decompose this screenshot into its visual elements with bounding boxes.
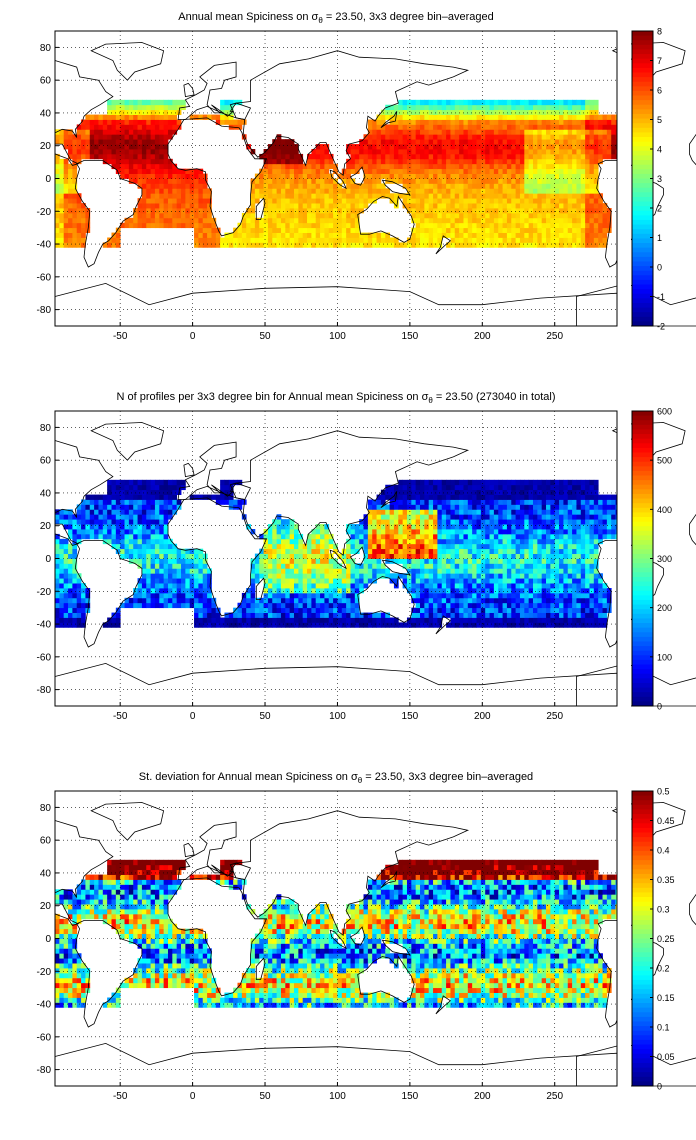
x-tick-label: 50: [259, 331, 271, 342]
x-tick-label: 50: [259, 1091, 271, 1102]
colorbar-tick-label: 500: [657, 456, 672, 466]
y-tick-label: 60: [40, 456, 52, 467]
colorbar-tick-label: 8: [657, 27, 662, 37]
y-tick-label: -80: [37, 1065, 52, 1076]
colorbar-tick-label: 0.05: [657, 1052, 675, 1062]
colorbar: 8 7 6 5 4 3 2 1 0 -1 -2: [631, 27, 665, 332]
y-tick-label: -80: [37, 685, 52, 696]
colorbar-tick-label: 0.4: [657, 846, 670, 856]
y-tick-label: -40: [37, 240, 52, 251]
colorbar-tick-label: 0.45: [657, 816, 675, 826]
grid-lines: [55, 31, 617, 326]
y-tick-label: -40: [37, 1000, 52, 1011]
colorbar-tick-label: 4: [657, 145, 662, 155]
x-tick-label: 50: [259, 711, 271, 722]
y-tick-label: 80: [40, 43, 52, 54]
x-tick-label: 250: [546, 711, 563, 722]
x-tick-label: 150: [402, 711, 419, 722]
colorbar-tick-label: 0.2: [657, 964, 670, 974]
y-tick-label: 40: [40, 108, 52, 119]
x-tick-label: 150: [402, 1091, 419, 1102]
grid-lines: [55, 791, 617, 1086]
x-tick-label: 100: [329, 711, 346, 722]
panel-title: St. deviation for Annual mean Spiciness …: [139, 771, 533, 785]
colorbar: 600 500 400 300 200 100 0: [631, 407, 672, 712]
x-tick-label: 150: [402, 331, 419, 342]
colorbar-tick-label: 400: [657, 505, 672, 515]
y-tick-label: -40: [37, 620, 52, 631]
colorbar-tick-label: -2: [657, 322, 665, 332]
colorbar-tick-label: 6: [657, 86, 662, 96]
y-tick-label: 20: [40, 901, 52, 912]
x-tick-label: 200: [474, 331, 491, 342]
colorbar-tick-label: 5: [657, 115, 662, 125]
y-tick-label: 40: [40, 488, 52, 499]
x-tick-label: 200: [474, 711, 491, 722]
x-tick-label: 0: [190, 1091, 196, 1102]
data-cells: [55, 859, 621, 1008]
colorbar-tick-label: 0.35: [657, 875, 675, 885]
y-tick-label: -20: [37, 587, 52, 598]
colorbar-tick-label: 1: [657, 233, 662, 243]
colorbar-tick-label: 0.25: [657, 934, 675, 944]
y-tick-label: 40: [40, 868, 52, 879]
colorbar-tick-label: 200: [657, 603, 672, 613]
colorbar-tick-label: -1: [657, 292, 665, 302]
y-tick-label: 20: [40, 521, 52, 532]
colorbar-tick-label: 600: [657, 407, 672, 417]
panel-1: Annual mean Spiciness on σθ = 23.50, 3x3…: [0, 11, 696, 342]
y-tick-label: 60: [40, 76, 52, 87]
y-tick-label: -60: [37, 272, 52, 283]
y-tick-label: -60: [37, 1032, 52, 1043]
y-tick-label: -20: [37, 967, 52, 978]
panel-title: N of profiles per 3x3 degree bin for Ann…: [116, 391, 555, 405]
colorbar-tick-label: 300: [657, 554, 672, 564]
x-tick-label: 250: [546, 1091, 563, 1102]
x-tick-label: 0: [190, 331, 196, 342]
panel-3: St. deviation for Annual mean Spiciness …: [0, 771, 696, 1102]
y-tick-label: -60: [37, 652, 52, 663]
colorbar-tick-label: 2: [657, 204, 662, 214]
colorbar-tick-label: 0: [657, 263, 662, 273]
colorbar: 0.5 0.45 0.4 0.35 0.3 0.25 0.2 0.15 0.1 0.05 0: [631, 787, 675, 1092]
colorbar-tick-label: 7: [657, 56, 662, 66]
colorbar-tick-label: 3: [657, 174, 662, 184]
x-tick-label: -50: [113, 711, 128, 722]
colorbar-tick-label: 0: [657, 1082, 662, 1092]
data-cells: [55, 479, 621, 628]
colorbar-tick-label: 0.15: [657, 993, 675, 1003]
colorbar-tick-label: 0.5: [657, 787, 670, 797]
y-tick-label: 0: [45, 554, 51, 565]
y-tick-label: 80: [40, 423, 52, 434]
y-tick-label: -80: [37, 305, 52, 316]
y-tick-label: 0: [45, 174, 51, 185]
x-tick-label: -50: [113, 1091, 128, 1102]
x-tick-label: 0: [190, 711, 196, 722]
colorbar-tick-label: 0.3: [657, 905, 670, 915]
y-tick-label: -20: [37, 207, 52, 218]
x-tick-label: 250: [546, 331, 563, 342]
y-tick-label: 60: [40, 836, 52, 847]
y-tick-label: 80: [40, 803, 52, 814]
data-cells: [55, 99, 621, 248]
x-tick-label: 200: [474, 1091, 491, 1102]
y-tick-label: 20: [40, 141, 52, 152]
panel-2: N of profiles per 3x3 degree bin for Ann…: [0, 391, 696, 722]
colorbar-tick-label: 100: [657, 652, 672, 662]
x-tick-label: 100: [329, 331, 346, 342]
colorbar-tick-label: 0.1: [657, 1023, 670, 1033]
grid-lines: [55, 411, 617, 706]
panel-title: Annual mean Spiciness on σθ = 23.50, 3x3…: [178, 11, 494, 25]
x-tick-label: -50: [113, 331, 128, 342]
y-tick-label: 0: [45, 934, 51, 945]
colorbar-tick-label: 0: [657, 702, 662, 712]
x-tick-label: 100: [329, 1091, 346, 1102]
